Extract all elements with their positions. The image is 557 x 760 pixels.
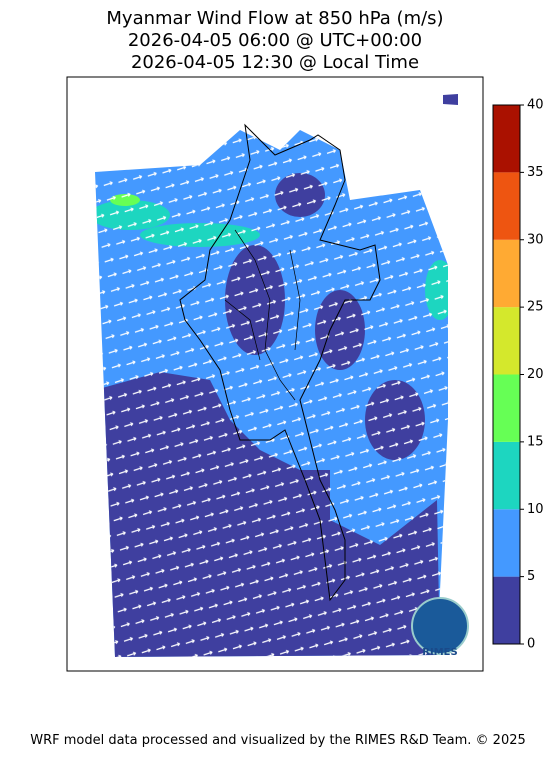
wind-field	[95, 130, 448, 657]
country-outline	[179, 123, 381, 602]
logo: RIMES	[411, 597, 469, 658]
colorbar-segment	[493, 374, 520, 442]
wind-patch	[443, 94, 458, 105]
footer: WRF model data processed and visualized …	[30, 733, 526, 748]
state-borders	[224, 229, 301, 401]
title-line: 2026-04-05 06:00 @ UTC+00:00	[128, 30, 422, 51]
colorbar-segment	[493, 441, 520, 510]
colorbar-tick-label: 20	[527, 367, 544, 382]
logo-text: RIMES	[422, 647, 457, 658]
map-frame	[66, 76, 484, 672]
colorbar-tick-label: 15	[527, 434, 544, 449]
colorbar-segment	[493, 239, 520, 308]
title-block: Myanmar Wind Flow at 850 hPa (m/s)2026-0…	[106, 8, 443, 73]
colorbar: 0 5 10 15 20 25 30 35 40	[492, 98, 544, 652]
colorbar-tick-label: 30	[527, 232, 544, 247]
colorbar-segment	[493, 576, 520, 644]
colorbar-tick-label: 25	[527, 300, 544, 315]
colorbar-tick-label: 40	[527, 98, 544, 113]
colorbar-segment	[493, 307, 520, 375]
colorbar-tick-label: 5	[527, 569, 535, 584]
colorbar-segment	[493, 509, 520, 577]
colorbar-segment	[493, 172, 520, 240]
title-line: Myanmar Wind Flow at 850 hPa (m/s)	[106, 8, 443, 29]
colorbar-tick-label: 35	[527, 165, 544, 180]
colorbar-tick-label: 0	[527, 637, 535, 652]
colorbar-tick-label: 10	[527, 502, 544, 517]
colorbar-segment	[493, 105, 520, 173]
title-line: 2026-04-05 12:30 @ Local Time	[131, 52, 419, 73]
